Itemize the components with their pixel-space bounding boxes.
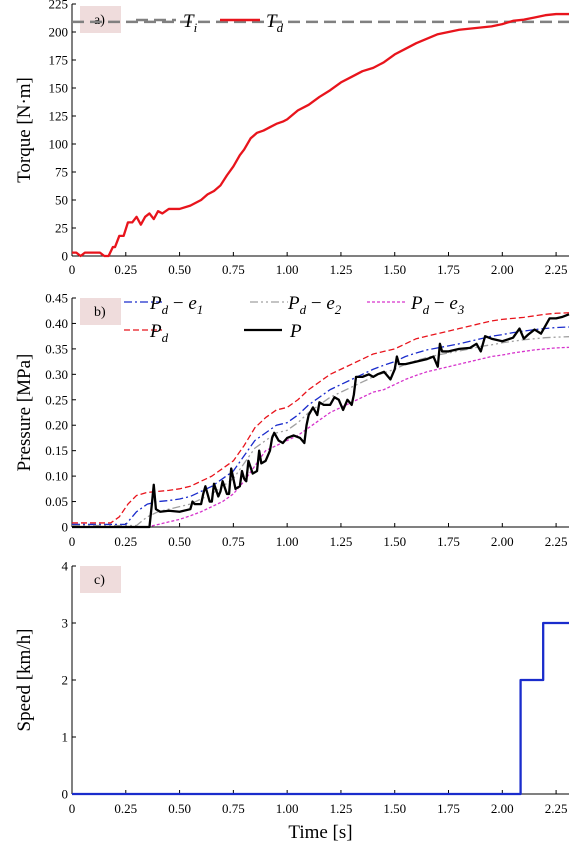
x-tick-label: 0 — [69, 262, 76, 277]
panel-c: c) 0 0.25 0.50 0.75 1.00 1.25 1.50 1.75 2.00 2.25 0… — [14, 559, 569, 843]
panel-tag: a) — [94, 13, 105, 28]
x-tick-label: 1.25 — [330, 801, 353, 816]
y-tick-label: 3 — [62, 616, 69, 631]
x-tick-label: 0.50 — [168, 801, 191, 816]
legend-label: Pd − e2 — [287, 293, 342, 317]
x-tick-label: 2.00 — [491, 262, 514, 277]
legend-label: Td — [266, 11, 284, 35]
series-group — [72, 12, 569, 258]
y-axis-title: Torque [N·m] — [14, 77, 35, 183]
y-tick-label: 0 — [62, 787, 69, 802]
y-tick-label: 50 — [55, 193, 68, 208]
x-tick-label: 0 — [69, 801, 76, 816]
y-tick-label: 200 — [49, 25, 69, 40]
y-tick-label: 0.30 — [45, 367, 68, 382]
x-tick-label: 2.00 — [491, 534, 514, 549]
legend: Pd − e1 Pd − e2 Pd − e3 Pd P — [124, 293, 465, 345]
y-tick-label: 150 — [49, 81, 69, 96]
series-group — [72, 621, 569, 796]
x-tick-label: 0.25 — [114, 262, 137, 277]
x-tick-label: 0.75 — [222, 262, 245, 277]
panel-tag: c) — [94, 573, 105, 588]
series-line — [72, 12, 569, 258]
y-tick-label: 4 — [62, 559, 69, 574]
y-tick-label: 0 — [62, 249, 69, 264]
x-tick-label: 0.75 — [222, 534, 245, 549]
x-tick-label: 1.50 — [383, 534, 406, 549]
series-line — [72, 336, 570, 527]
y-axis-title: Pressure [MPa] — [14, 354, 35, 472]
series-line — [72, 621, 569, 796]
y-tick-label: 0 — [62, 520, 69, 535]
y-tick-label: 0.40 — [45, 316, 68, 331]
x-tick-label: 1.75 — [437, 801, 460, 816]
x-tick-label: 1.75 — [437, 262, 460, 277]
x-tick-label: 1.00 — [276, 534, 299, 549]
x-tick-label: 1.75 — [437, 534, 460, 549]
x-tick-label: 0.75 — [222, 801, 245, 816]
x-axis-title: Time [s] — [288, 822, 352, 843]
panel-b: b) 0 0.25 0.50 0.75 1.00 1.25 1.50 1.75 2.00 2.25 0… — [14, 291, 570, 549]
x-tick-label: 0.25 — [114, 801, 137, 816]
x-tick-label: 1.25 — [330, 534, 353, 549]
y-tick-label: 0.10 — [45, 469, 68, 484]
y-axis-title: Speed [km/h] — [14, 629, 35, 732]
legend-label: Pd — [149, 321, 169, 345]
x-tick-label: 1.50 — [383, 262, 406, 277]
x-tick-label: 0.25 — [114, 534, 137, 549]
series-line — [72, 313, 570, 529]
y-tick-label: 0.15 — [45, 443, 68, 458]
y-tick-label: 175 — [49, 53, 69, 68]
y-tick-label: 2 — [62, 673, 69, 688]
x-tick-label: 2.25 — [545, 801, 568, 816]
y-tick-label: 125 — [49, 109, 69, 124]
panel-tag-box — [80, 566, 121, 593]
y-tick-label: 0.05 — [45, 494, 68, 509]
y-tick-label: 0.25 — [45, 392, 68, 407]
y-tick-label: 75 — [55, 165, 68, 180]
y-tick-label: 0.35 — [45, 341, 68, 356]
x-tick-label: 1.50 — [383, 801, 406, 816]
x-tick-label: 2.25 — [545, 534, 568, 549]
legend-label: P — [289, 321, 302, 342]
x-tick-label: 1.00 — [276, 262, 299, 277]
x-tick-label: 0 — [69, 534, 76, 549]
x-tick-label: 2.00 — [491, 801, 514, 816]
panel-tag-box — [80, 298, 121, 325]
series-line — [72, 346, 570, 528]
legend-label: Pd − e1 — [149, 293, 203, 317]
series-line — [72, 312, 570, 524]
y-tick-label: 0.20 — [45, 418, 68, 433]
x-tick-label: 0.50 — [168, 262, 191, 277]
panel-tag-box — [80, 6, 121, 33]
y-tick-label: 1 — [62, 730, 69, 745]
legend-label: Ti — [183, 11, 198, 35]
x-tick-label: 1.00 — [276, 801, 299, 816]
panel-tag: b) — [94, 305, 106, 320]
panel-a: a) 0 0.25 0.50 0.75 1.00 1.25 1.50 1.75 2.00 2.25 0… — [14, 0, 569, 277]
x-tick-label: 0.50 — [168, 534, 191, 549]
legend-label: Pd − e3 — [410, 293, 465, 317]
x-tick-label: 1.25 — [330, 262, 353, 277]
x-tick-label: 2.25 — [545, 262, 568, 277]
series-group — [72, 312, 570, 529]
y-tick-label: 0.45 — [45, 291, 68, 306]
y-tick-label: 25 — [55, 221, 68, 236]
y-tick-label: 100 — [49, 137, 69, 152]
y-tick-label: 225 — [49, 0, 69, 12]
